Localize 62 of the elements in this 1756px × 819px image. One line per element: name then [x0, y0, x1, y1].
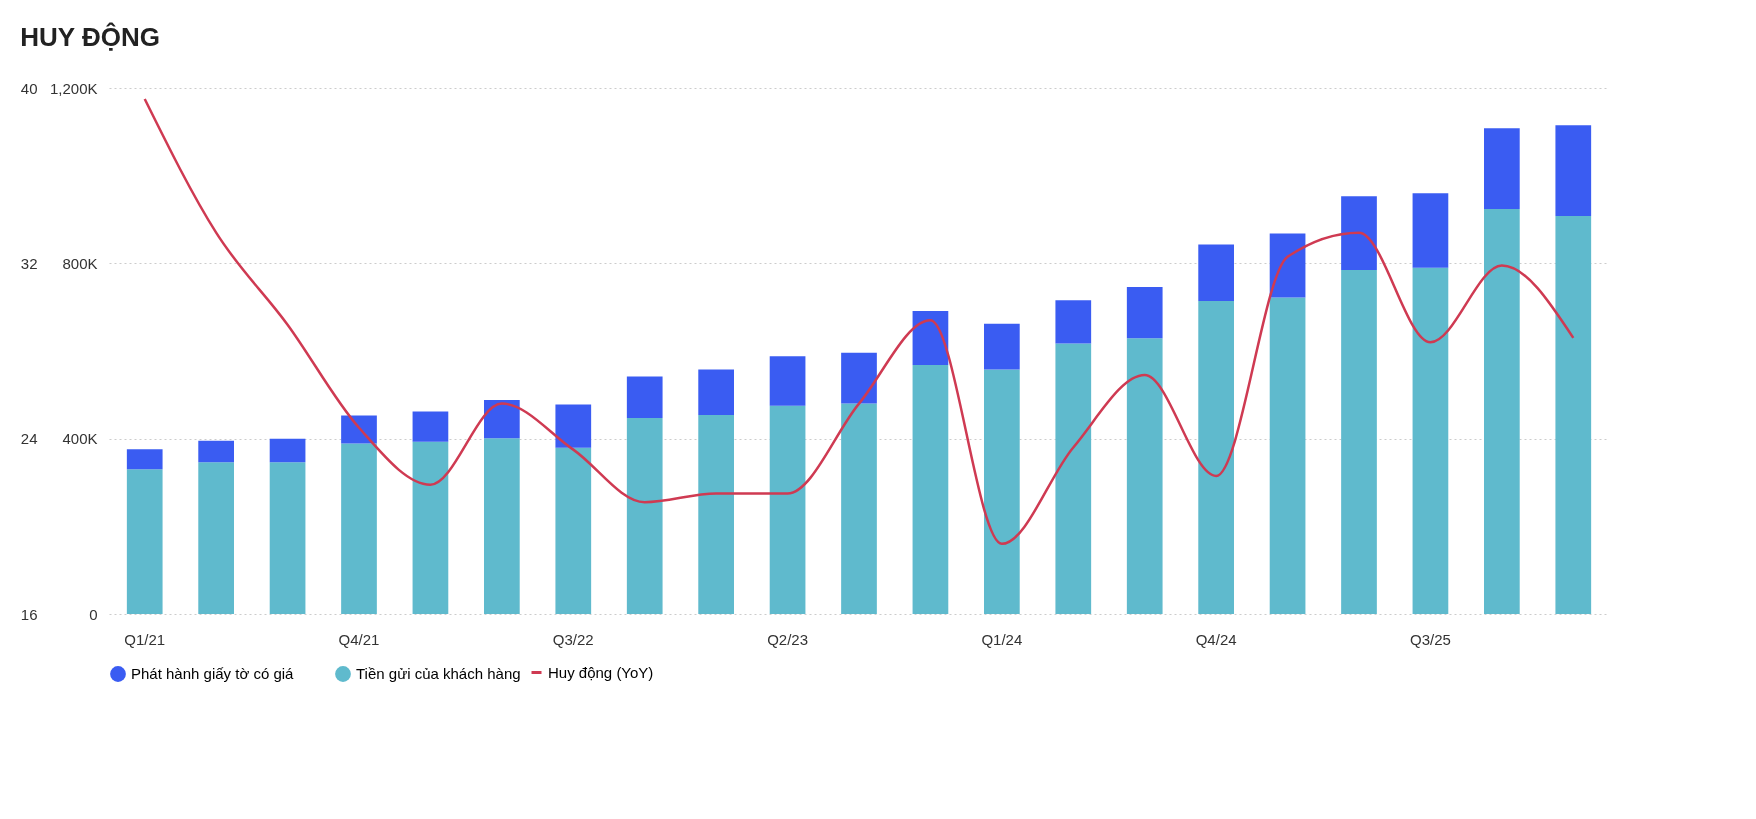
bar: [412, 441, 449, 614]
bar: [1555, 125, 1592, 216]
bar: [626, 376, 663, 419]
bar: [198, 440, 234, 463]
bar: [484, 400, 520, 439]
bar: [555, 447, 592, 614]
x-tick-label: Q3/25: [1409, 630, 1451, 648]
bar: [1055, 343, 1092, 614]
x-tick-label: Q4/21: [338, 630, 380, 648]
bar: [1055, 300, 1092, 344]
legend-label: Huy động (YoY): [548, 663, 654, 681]
y2-tick-label: 24: [20, 430, 38, 448]
bar: [1126, 338, 1163, 614]
y2-tick-label: 16: [20, 605, 38, 623]
bar: [698, 369, 734, 415]
bar: [769, 356, 806, 406]
legend-label: Tiền gửi của khách hàng: [356, 665, 521, 682]
bar: [484, 438, 520, 614]
bar: [1269, 297, 1306, 614]
x-tick-label: Q3/22: [552, 630, 594, 648]
bar: [1484, 208, 1520, 614]
bar: [841, 403, 877, 614]
y-tick-label: 800K: [62, 254, 98, 272]
bar: [126, 469, 163, 614]
bar: [841, 352, 877, 404]
bar: [269, 462, 306, 614]
y2-tick-label: 32: [20, 254, 38, 272]
y-tick-label: 1,200K: [49, 79, 98, 97]
legend-label: Phát hành giấy tờ có giá: [131, 665, 295, 682]
bar: [269, 438, 306, 463]
bar: [341, 415, 377, 444]
bar: [341, 443, 377, 614]
x-tick-label: Q1/24: [981, 630, 1023, 648]
bar: [1126, 287, 1163, 339]
bar: [1412, 193, 1449, 268]
x-tick-label: Q1/21: [124, 630, 166, 648]
bar: [1341, 196, 1377, 270]
bar: [1341, 269, 1377, 614]
y-tick-label: 0: [89, 605, 98, 623]
bar: [1198, 301, 1234, 614]
bar: [698, 415, 734, 614]
chart-title: HUY ĐỘNG: [20, 22, 160, 52]
bar: [912, 311, 949, 366]
bar: [1198, 244, 1234, 302]
bar: [412, 411, 449, 442]
y2-tick-label: 40: [20, 79, 38, 97]
bar: [126, 449, 163, 470]
y-tick-label: 400K: [62, 430, 98, 448]
line-series: [143, 97, 1575, 546]
bar: [1269, 233, 1306, 298]
x-tick-label: Q4/24: [1195, 630, 1237, 648]
bar: [1484, 128, 1520, 209]
bar: [626, 418, 663, 614]
bar: [198, 462, 234, 614]
bar: [769, 405, 806, 614]
bar: [984, 369, 1020, 614]
x-tick-label: Q2/23: [767, 630, 809, 648]
bar: [1412, 267, 1449, 614]
bar: [912, 365, 949, 614]
bar: [555, 404, 592, 448]
bar: [1555, 215, 1592, 614]
bar: [984, 323, 1020, 370]
